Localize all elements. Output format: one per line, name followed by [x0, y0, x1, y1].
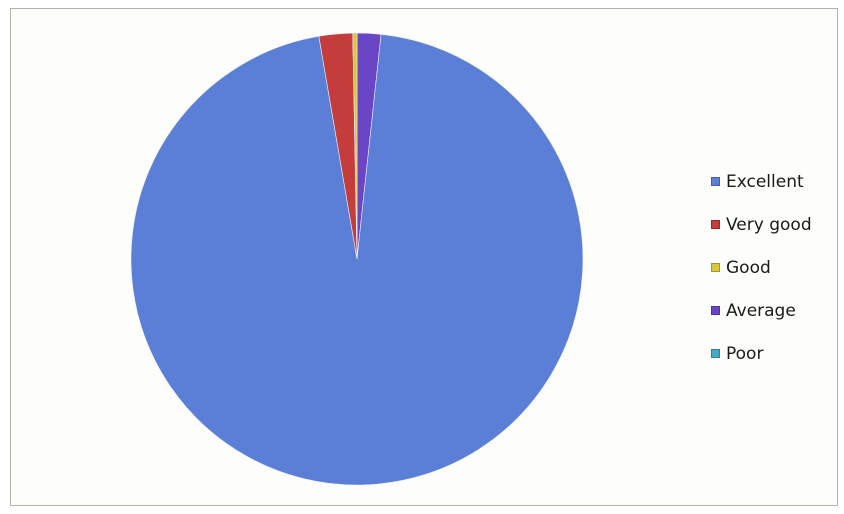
legend-swatch-good — [711, 263, 720, 272]
legend-label-very-good: Very good — [726, 214, 812, 235]
legend-swatch-very-good — [711, 220, 720, 229]
legend-item-excellent: Excellent — [711, 160, 836, 203]
legend-swatch-excellent — [711, 177, 720, 186]
legend-item-good: Good — [711, 246, 836, 289]
legend-item-very-good: Very good — [711, 203, 836, 246]
legend-item-average: Average — [711, 289, 836, 332]
legend-swatch-average — [711, 306, 720, 315]
legend-swatch-poor — [711, 349, 720, 358]
legend-label-average: Average — [726, 300, 796, 321]
legend-label-good: Good — [726, 257, 771, 278]
pie-slice-good — [352, 32, 358, 260]
legend-label-excellent: Excellent — [726, 171, 804, 192]
legend-item-poor: Poor — [711, 332, 836, 375]
pie-slice-excellent — [130, 33, 584, 486]
legend-label-poor: Poor — [726, 343, 764, 364]
chart-legend: Excellent Very good Good Average Poor — [711, 160, 836, 375]
